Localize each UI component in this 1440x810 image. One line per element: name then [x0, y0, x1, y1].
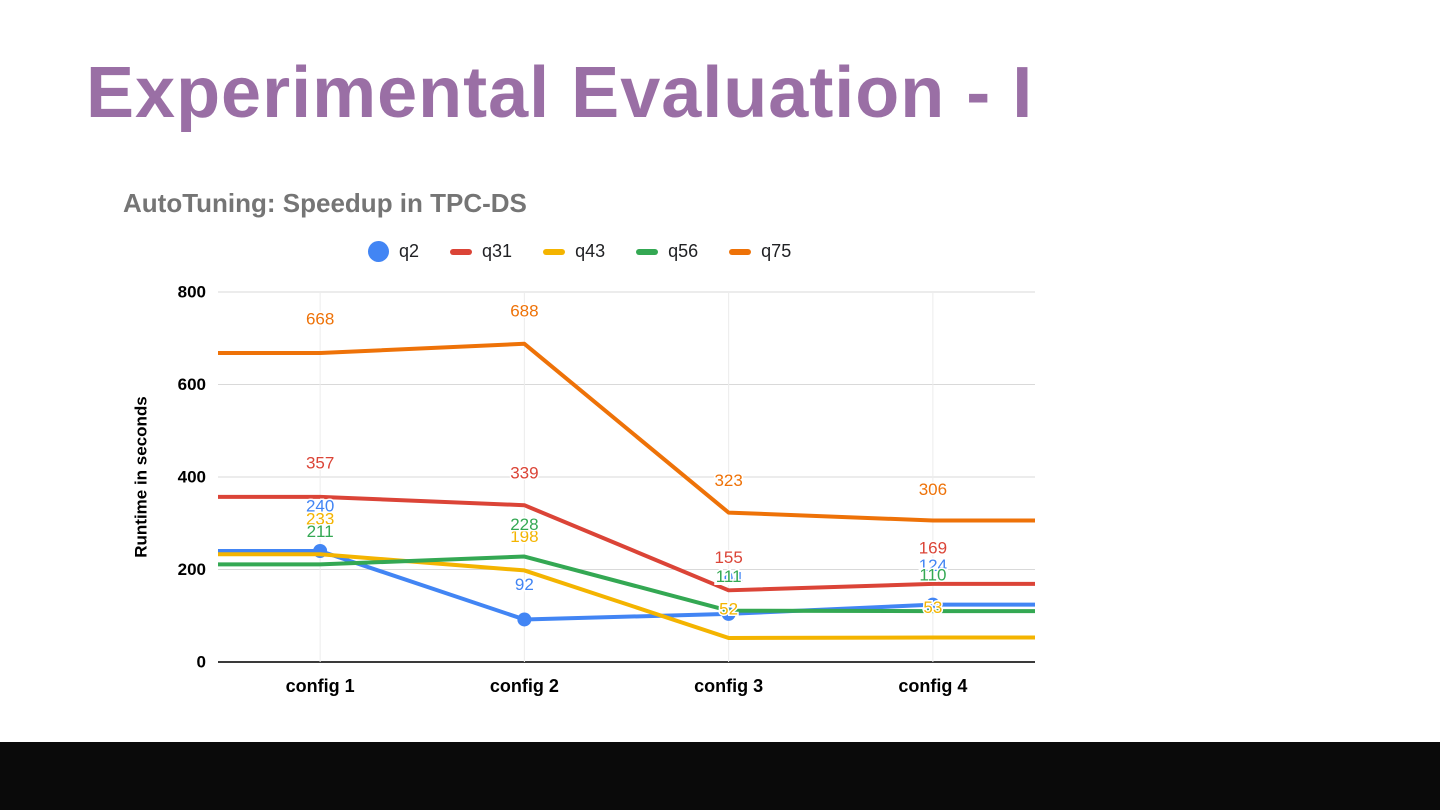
- series-line-q75: [218, 341, 1035, 523]
- data-label-q56-config-4: 110: [919, 566, 946, 585]
- y-tick-label: 0: [197, 653, 206, 672]
- data-label-q43-config-1: 233: [306, 510, 334, 529]
- chart-legend: q2 q31 q43 q56 q75: [368, 241, 791, 262]
- data-label-q2-config-2: 92: [515, 575, 534, 594]
- y-tick-label: 400: [178, 468, 206, 487]
- data-label-q31-config-1: 357: [306, 453, 334, 472]
- data-label-q2-config-3: 104: [714, 568, 742, 587]
- legend-label-q56: q56: [668, 241, 699, 261]
- data-label-q2-config-4: 124: [919, 556, 947, 575]
- series-point-q2-config-2: [517, 612, 532, 627]
- legend-item-q43: q43: [543, 241, 605, 262]
- y-tick-label: 800: [178, 283, 206, 302]
- data-label-q31-config-4: 169: [919, 538, 947, 557]
- legend-swatch-q43: [543, 248, 566, 255]
- y-tick-label: 600: [178, 375, 206, 394]
- legend-swatch-q75: [729, 248, 752, 255]
- x-axis-label: config 3: [694, 676, 763, 696]
- data-label-q43-config-3: 52: [719, 599, 738, 618]
- legend-label-q43: q43: [575, 241, 606, 261]
- legend-item-q56: q56: [636, 241, 698, 262]
- data-label-q56-config-1: 211: [307, 522, 334, 541]
- data-label-q2-config-1: 240: [306, 497, 334, 516]
- data-label-q75-config-3: 323: [714, 471, 742, 490]
- legend-item-q31: q31: [450, 241, 512, 262]
- data-label-q56-config-3: 111: [716, 567, 742, 586]
- series-line-q2: [218, 549, 1035, 622]
- data-label-q75-config-4: 306: [919, 480, 947, 499]
- legend-item-q2: q2: [368, 241, 419, 262]
- legend-label-q2: q2: [399, 241, 420, 261]
- legend-swatch-q31: [450, 248, 473, 255]
- data-label-q43-config-4: 53: [923, 598, 942, 617]
- data-label-q75-config-1: 668: [306, 310, 334, 329]
- legend-item-q75: q75: [729, 241, 791, 262]
- data-label-q56-config-2: 228: [510, 515, 538, 534]
- y-tick-label: 200: [178, 560, 206, 579]
- series-line-q43: [218, 552, 1035, 640]
- footer-bar: SPARK+AI SUMMIT 2019 Qu bole 33: [0, 742, 1440, 810]
- chart-title: AutoTuning: Speedup in TPC-DS: [123, 188, 527, 218]
- series-point-q2-config-4: [925, 597, 940, 612]
- legend-label-q75: q75: [761, 241, 792, 261]
- data-label-q43-config-2: 198: [510, 527, 538, 546]
- legend-label-q31: q31: [482, 241, 513, 261]
- legend-swatch-q56: [636, 248, 659, 255]
- data-label-q31-config-2: 339: [510, 464, 538, 483]
- legend-swatch-q2: [368, 241, 389, 262]
- data-label-q75-config-2: 688: [510, 301, 538, 320]
- x-axis-label: config 4: [898, 676, 967, 696]
- x-axis-label: config 1: [286, 676, 355, 696]
- data-label-q31-config-3: 155: [714, 548, 742, 567]
- series-line-q31: [218, 494, 1035, 593]
- x-axis-label: config 2: [490, 676, 559, 696]
- series-line-q56: [218, 554, 1035, 614]
- y-axis-title: Runtime in seconds: [132, 396, 151, 558]
- page-title: Experimental Evaluation - I: [86, 53, 1034, 133]
